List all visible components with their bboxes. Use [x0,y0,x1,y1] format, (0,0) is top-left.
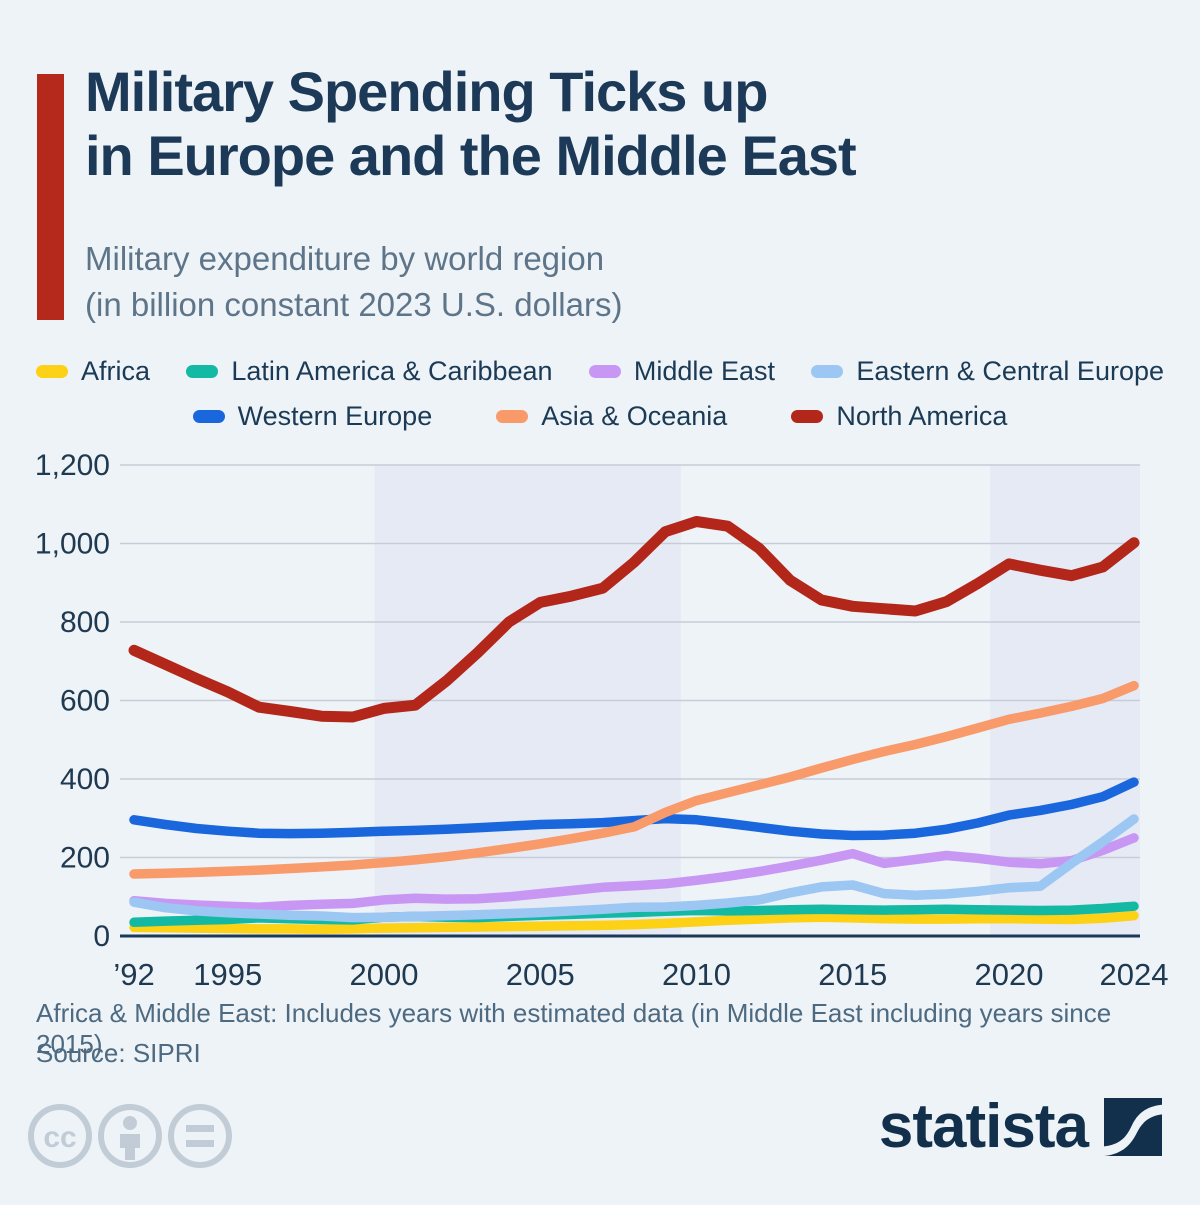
series-line-western-europe [129,777,1139,841]
legend-swatch [588,365,621,378]
title-line2: in Europe and the Middle East [85,123,857,187]
legend-label: Eastern & Central Europe [856,356,1164,386]
series-line-middle-east [129,833,1139,913]
legend-item-eastern-central-europe: Eastern & Central Europe [811,356,1164,387]
x-tick-label-2024: 2024 [1100,957,1169,992]
legend-item-north-america: North America [791,401,1007,432]
chart-legend: Africa Latin America & Caribbean Middle Ea… [0,356,1200,432]
y-tick-label-600: 600 [60,685,110,718]
y-tick-label-1200: 1,200 [35,449,110,482]
equals-icon [168,1104,232,1168]
series-line-north-america [128,516,1140,723]
legend-item-africa: Africa [36,356,150,387]
y-tick-label-200: 200 [60,842,110,875]
series-line-asia-oceania [129,680,1139,879]
svg-text:cc: cc [43,1121,76,1154]
legend-label: North America [836,401,1008,431]
title-accent-bar [37,74,64,320]
legend-swatch [791,410,824,423]
series-line-eastern-central-europe [129,814,1139,923]
legend-row-1: Western Europe Asia & Oceania North Americ… [0,401,1200,432]
x-tick-label-2000: 2000 [350,957,419,992]
legend-label: Latin America & Caribbean [231,356,553,386]
legend-item-middle-east: Middle East [588,356,775,387]
statista-logo: statista [879,1096,1162,1158]
legend-label: Africa [81,356,151,386]
y-tick-label-800: 800 [60,606,110,639]
page-title: Military Spending Ticks up in Europe and … [85,60,857,188]
x-tick-label-2005: 2005 [506,957,575,992]
statista-logo-icon [1104,1098,1162,1156]
y-tick-label-400: 400 [60,763,110,796]
legend-item-western-europe: Western Europe [192,401,433,432]
cc-license-icons: cc [26,1100,241,1177]
legend-swatch [186,365,219,378]
statista-wordmark: statista [878,1092,1089,1161]
legend-item-asia-oceania: Asia & Oceania [496,401,727,432]
footnote: Africa & Middle East: Includes years wit… [36,998,1112,1059]
source-text: Source: SIPRI [36,1038,201,1068]
legend-swatch [496,410,529,423]
y-tick-label-1000: 1,000 [35,528,110,561]
chart-subtitle: Military expenditure by world region (in … [85,236,622,327]
legend-swatch [36,365,68,378]
x-tick-label-2015: 2015 [818,957,887,992]
legend-label: Western Europe [237,401,433,431]
legend-row-0: Africa Latin America & Caribbean Middle Ea… [0,356,1200,387]
title-line1: Military Spending Ticks up [85,60,768,123]
y-tick-label-0: 0 [93,920,110,953]
legend-item-latin-america-caribbean: Latin America & Caribbean [186,356,553,387]
x-tick-label-1992: ’92 [113,957,154,992]
cc-icon: cc [28,1104,92,1168]
series-line-africa [129,910,1139,935]
legend-swatch [811,365,844,378]
x-tick-label-2010: 2010 [662,957,731,992]
subtitle-line2: (in billion constant 2023 U.S. dollars) [85,285,623,323]
legend-label: Middle East [633,356,775,386]
subtitle-line1: Military expenditure by world region [85,240,605,277]
x-tick-label-1995: 1995 [193,957,262,992]
legend-label: Asia & Oceania [541,401,728,431]
x-tick-label-2020: 2020 [975,957,1044,992]
legend-swatch [192,410,225,423]
attribution-person-icon [98,1104,162,1168]
